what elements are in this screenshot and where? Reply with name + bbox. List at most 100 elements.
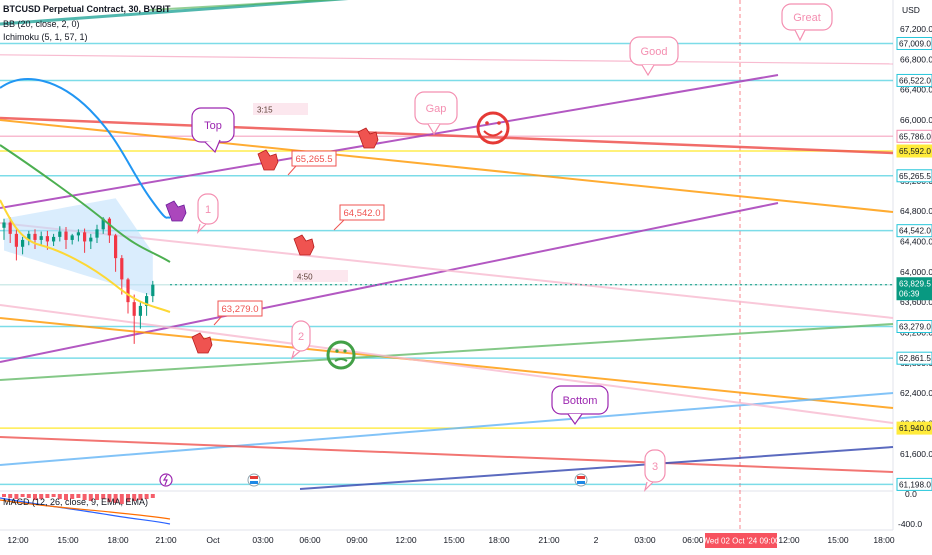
macd-histogram-bar [20, 494, 25, 497]
macd-histogram-bar [101, 494, 106, 499]
callout-label: Good [641, 46, 668, 58]
time-axis-tick: 18:00 [107, 535, 129, 545]
callout-bubble [644, 449, 666, 483]
candle-body [126, 279, 130, 303]
price-axis-label-box [896, 477, 932, 491]
crosshair-time-label: Wed 02 Oct '24 09:00 [703, 537, 781, 546]
price-axis-label-box [896, 277, 932, 301]
callout-tail [196, 223, 207, 234]
price-axis-label: 61,940.0 [899, 424, 931, 433]
trendline-teal [0, 0, 349, 26]
price-note-leader [213, 315, 223, 326]
macd-histogram-bar [82, 494, 87, 500]
candle-body [83, 232, 87, 242]
candle-body [145, 296, 149, 306]
candle-body [89, 237, 93, 242]
macd-histogram-bar [107, 494, 112, 502]
macd-histogram-bar [51, 494, 56, 497]
price-note-leader [333, 219, 345, 231]
macd-histogram-bar [113, 494, 118, 503]
macd-axis-tick: 0.0 [905, 489, 917, 499]
callout-label: Top [204, 120, 222, 132]
ichimoku-indicator-label[interactable]: Ichimoku (5, 1, 57, 1) [3, 32, 88, 42]
macd-histogram-bar [26, 494, 31, 498]
candle-body [8, 222, 12, 234]
price-note-leader [287, 165, 297, 176]
candle-body [114, 235, 118, 259]
macd-indicator-label[interactable]: MACD (12, 26, close, 9, EMA, EMA) [3, 497, 149, 507]
time-axis-tick: 12:00 [778, 535, 800, 545]
callout-tail [567, 413, 583, 426]
macd-histogram-bar [144, 494, 149, 499]
callout-tail [204, 139, 221, 154]
price-axis-tick: 66,400.0 [900, 85, 932, 95]
callout-label: 3 [652, 461, 658, 473]
price-axis-label-box [896, 129, 932, 143]
trendline-purple-upper [0, 74, 779, 209]
macd-histogram-bar [126, 494, 130, 502]
time-axis-tick: 03:00 [634, 535, 656, 545]
macd-signal-line [0, 499, 171, 520]
price-note-text: 65,265.5 [296, 154, 333, 165]
timer-box [293, 270, 348, 282]
time-axis-tick: 15:00 [827, 535, 849, 545]
lightning-event-glyph [162, 474, 168, 486]
candle-body [33, 233, 37, 240]
price-axis-tick: 64,000.0 [900, 267, 932, 277]
hand-pointer-icon [257, 149, 279, 171]
price-axis-label-box [896, 36, 932, 50]
trendline-purple-lower [0, 202, 779, 363]
us-flag-event-icon [574, 473, 588, 487]
callout-bubble [197, 193, 219, 225]
time-axis-tick: 2 [594, 535, 599, 545]
price-axis-label: 65,786.0 [899, 132, 931, 141]
candle-body [138, 305, 142, 316]
time-axis-tick: 06:00 [682, 535, 704, 545]
price-axis-label: 66,522.0 [899, 76, 931, 85]
neutral-face-eye [335, 349, 339, 353]
candle-body [52, 236, 56, 242]
candle-body [27, 233, 31, 240]
neutral-face-icon [326, 340, 356, 370]
candle-body [76, 232, 80, 236]
price-axis-label: 64,542.0 [899, 227, 931, 236]
candle-body [64, 231, 68, 240]
macd-histogram-bar [132, 494, 137, 501]
us-flag-stripe [250, 476, 258, 479]
hand-pointer-icon [191, 332, 213, 354]
macd-axis-tick: -400.0 [898, 519, 922, 529]
candle-body [132, 302, 136, 316]
price-axis-tick: 64,800.0 [900, 206, 932, 216]
price-axis-tick: 62,400.0 [900, 388, 932, 398]
macd-histogram-bar [8, 494, 13, 498]
macd-histogram-bar [33, 494, 37, 500]
hand-pointer-icon [293, 234, 315, 256]
crosshair-time-box [705, 533, 777, 548]
callout-bubble [781, 3, 833, 31]
price-axis-label-box [896, 351, 932, 365]
trendline-navy [299, 446, 894, 490]
candle-body [21, 239, 25, 247]
callout-tail [643, 481, 654, 492]
us-flag-stripe [250, 481, 258, 484]
callout-label: Gap [426, 103, 447, 115]
price-axis-label-box [896, 73, 932, 87]
price-axis-label-box [896, 224, 932, 238]
candle-body [151, 284, 155, 297]
timer-text: 4:50 [297, 273, 313, 282]
bb-indicator-label[interactable]: BB (20, close, 2, 0) [3, 19, 80, 29]
symbol-title: BTCUSD Perpetual Contract, 30, BYBIT [3, 4, 171, 14]
price-note-box [291, 150, 337, 167]
price-note-box [217, 300, 263, 317]
happy-face-eye [485, 121, 489, 125]
happy-face-icon [476, 111, 510, 145]
macd-histogram-bar [64, 494, 68, 500]
callout-bubble [291, 320, 311, 352]
time-axis-tick: 12:00 [395, 535, 417, 545]
macd-line [0, 497, 171, 525]
time-axis-tick: 21:00 [155, 535, 177, 545]
price-axis-label: 63,279.0 [899, 323, 931, 332]
macd-histogram-bar [57, 494, 62, 499]
